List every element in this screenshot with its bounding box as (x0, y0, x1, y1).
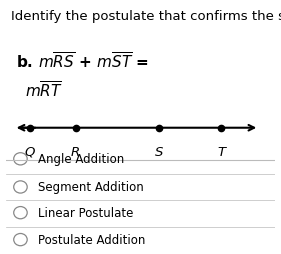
Text: $m\overline{RT}$: $m\overline{RT}$ (24, 81, 62, 101)
Text: Segment Addition: Segment Addition (38, 181, 144, 194)
Text: T: T (217, 145, 225, 158)
Text: Linear Postulate: Linear Postulate (38, 206, 133, 219)
Text: S: S (155, 145, 164, 158)
Text: b. $m\overline{RS}$ + $m\overline{ST}$ =: b. $m\overline{RS}$ + $m\overline{ST}$ = (16, 51, 149, 71)
Text: Q: Q (25, 145, 35, 158)
Text: Postulate Addition: Postulate Addition (38, 233, 145, 246)
Text: Identify the postulate that confirms the statement.: Identify the postulate that confirms the… (11, 10, 281, 23)
Text: R: R (71, 145, 80, 158)
Text: Angle Addition: Angle Addition (38, 153, 124, 166)
